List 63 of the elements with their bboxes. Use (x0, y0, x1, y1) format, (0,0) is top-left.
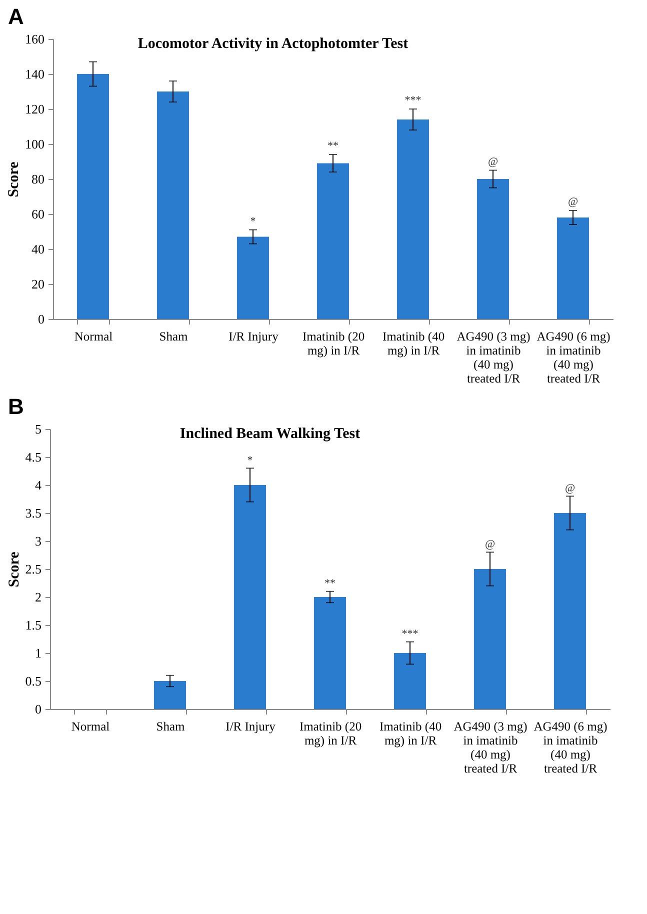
y-tick-label: 3 (35, 534, 42, 548)
annotation: @ (568, 196, 578, 208)
annotation: @ (564, 482, 576, 494)
y-tick-label: 2 (35, 590, 42, 604)
x-tick-label: I/R Injury (226, 720, 276, 734)
x-tick-label: Imatinib (20 mg) in I/R (299, 720, 362, 748)
y-tick-label: 0 (38, 312, 44, 326)
y-tick-label: 40 (32, 242, 44, 256)
y-axis-title: Score (6, 161, 22, 198)
bar (314, 597, 346, 709)
bar (237, 236, 269, 319)
text: B (8, 394, 25, 419)
annotation: * (250, 215, 256, 228)
x-tick-label: I/R Injury (228, 330, 280, 344)
annotation: ** (328, 140, 338, 152)
bar (154, 681, 186, 709)
y-tick-label: 20 (32, 276, 44, 292)
y-tick-label: 100 (25, 136, 44, 152)
x-tick-label: AG490 (6 mg) in imatinib (40 mg) treated I/R (536, 330, 610, 386)
x-tick-label: Normal (74, 330, 114, 344)
y-tick-label: 3.5 (25, 506, 42, 520)
x-tick-label: AG490 (3 mg) in imatinib (40 mg) treated I/R (456, 330, 530, 386)
x-tick-label: AG490 (3 mg) in imatinib (40 mg) treated I/R (454, 720, 528, 776)
bar (557, 218, 589, 319)
chart-title: Inclined Beam Walking Test (180, 426, 360, 442)
annotation: *** (402, 628, 418, 640)
x-tick-label: AG490 (6 mg) in imatinib (40 mg) treated I/R (534, 720, 608, 776)
x-tick-label: Normal (71, 720, 110, 734)
y-tick-label: 160 (25, 32, 44, 46)
y-tick-label: 5 (35, 422, 42, 436)
text: A (8, 4, 25, 29)
bar (474, 569, 506, 709)
x-tick-label: Sham (156, 720, 186, 734)
y-tick-label: 140 (25, 66, 44, 82)
y-tick-label: 80 (32, 172, 44, 186)
chart-title: Locomotor Activity in Actophotomter Test (138, 36, 408, 52)
y-tick-label: 4 (35, 478, 42, 492)
annotation: * (247, 454, 253, 466)
bar (77, 74, 109, 319)
y-axis-title: Score (6, 551, 22, 588)
x-tick-label: Imatinib (20 mg) in I/R (302, 330, 365, 358)
bar (397, 120, 429, 319)
annotation: *** (404, 94, 422, 106)
annotation: ** (324, 578, 336, 590)
y-tick-label: 0 (35, 702, 42, 716)
bar (317, 163, 349, 319)
annotation: @ (488, 156, 498, 168)
bar (477, 179, 509, 319)
y-tick-label: 1 (35, 646, 42, 660)
y-tick-label: 2.5 (25, 562, 42, 576)
y-tick-label: 0.5 (25, 674, 42, 688)
y-tick-label: 60 (32, 206, 44, 222)
y-tick-label: 120 (25, 102, 44, 116)
bar (157, 92, 189, 319)
bar (554, 513, 586, 709)
bar (394, 653, 426, 709)
bar (234, 485, 266, 709)
x-tick-label: Sham (159, 330, 188, 344)
x-tick-label: Imatinib (40 mg) in I/R (379, 720, 442, 748)
annotation: @ (484, 538, 496, 550)
y-tick-label: 1.5 (25, 618, 42, 632)
y-tick-label: 4.5 (25, 450, 42, 464)
x-tick-label: Imatinib (40 mg) in I/R (382, 330, 445, 358)
